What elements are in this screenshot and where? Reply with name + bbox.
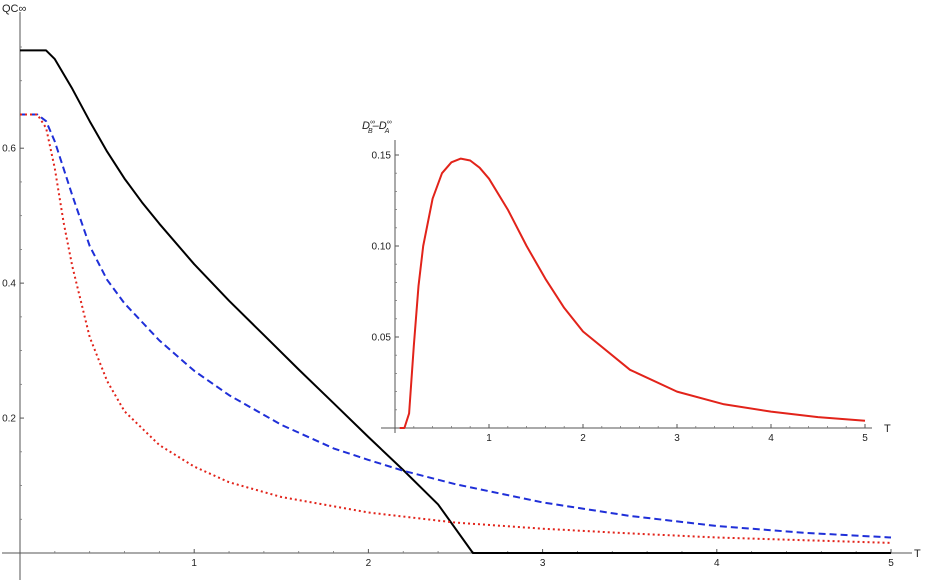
inset-x-axis-label: T: [884, 423, 891, 435]
main-x-tick-label: 2: [366, 558, 372, 569]
main-series-solid-line: [20, 49, 891, 554]
main-y-tick-label: 0.4: [2, 279, 16, 290]
main-y-tick-label: 0.2: [2, 414, 16, 425]
main-x-tick-label: 5: [888, 558, 894, 569]
inset-ylabel-lead-sub: B: [368, 128, 373, 135]
inset-ylabel-tail-sub: A: [384, 128, 390, 135]
inset-ylabel-lead: D: [362, 120, 370, 132]
main-series-dashed-line: [20, 113, 892, 539]
main-ticks: 1 2 3 4 5 0.2 0.4 0.6: [2, 46, 894, 569]
inset-x-tick-label: 3: [674, 433, 680, 444]
inset-plot: 1 2 3 4 50.050.100.15 T D∞ B–D∞ A: [362, 119, 891, 444]
main-y-tick-label: 0.6: [2, 144, 16, 155]
inset-x-tick-label: 5: [862, 433, 868, 444]
main-x-tick-label: 3: [540, 558, 546, 569]
inset-y-tick-label: 0.15: [372, 151, 392, 162]
main-x-tick-label: 4: [714, 558, 720, 569]
inset-x-tick-label: 2: [580, 433, 586, 444]
inset-series-solid-line: [399, 157, 866, 429]
main-y-axis-label: QC∞: [2, 3, 26, 15]
inset-y-axis-label: D∞ B–D∞ A: [362, 119, 392, 135]
inset-x-tick-label: 1: [486, 433, 492, 444]
inset-ylabel-tail-sup: ∞: [387, 119, 392, 126]
inset-ylabel-lead-sup: ∞: [370, 119, 375, 126]
main-x-tick-label: 1: [191, 558, 197, 569]
inset-y-tick-label: 0.10: [372, 242, 392, 253]
main-series: [20, 49, 892, 554]
inset-series: [399, 157, 866, 429]
inset-y-tick-label: 0.05: [372, 333, 392, 344]
main-x-axis-label: T: [914, 548, 921, 560]
inset-ticks: 1 2 3 4 5 0.05 0.10 0.15: [372, 151, 869, 445]
inset-x-tick-label: 4: [768, 433, 774, 444]
main-series-dotted-line: [20, 113, 892, 544]
main-plot: 1 2 3 4 5 0.2 0.4 0.6 T QC∞: [2, 3, 921, 580]
inset-ylabel-mid: –D: [372, 120, 387, 132]
